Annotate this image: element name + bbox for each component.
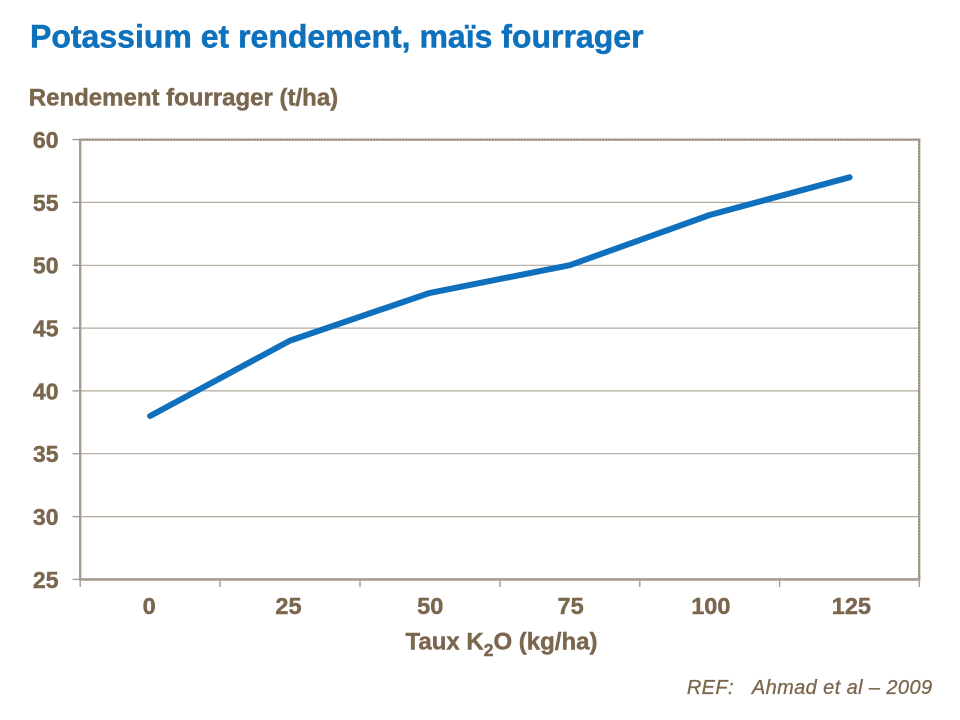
svg-text:25: 25 [275,593,301,619]
svg-text:35: 35 [33,441,59,467]
svg-text:50: 50 [417,593,443,619]
svg-text:30: 30 [33,504,59,530]
svg-text:55: 55 [33,190,59,216]
svg-text:100: 100 [691,593,730,619]
svg-text:25: 25 [33,567,59,593]
svg-text:REF: Ahmad et al – 2009: REF: Ahmad et al – 2009 [687,677,933,699]
svg-text:0: 0 [143,593,156,619]
svg-text:125: 125 [832,593,871,619]
svg-text:Taux K2O (kg/ha): Taux K2O (kg/ha) [406,628,598,660]
svg-text:Potassium et rendement, maïs f: Potassium et rendement, maïs fourrager [30,19,644,55]
svg-text:60: 60 [33,127,59,153]
svg-text:45: 45 [33,316,59,342]
svg-text:75: 75 [558,593,584,619]
svg-text:Rendement fourrager (t/ha): Rendement fourrager (t/ha) [29,85,338,112]
svg-text:50: 50 [33,253,59,279]
svg-text:40: 40 [33,378,59,404]
